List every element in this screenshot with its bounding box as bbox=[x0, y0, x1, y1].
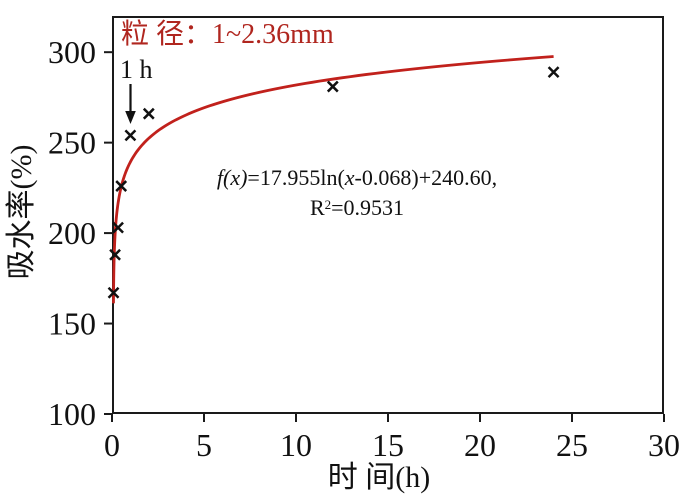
y-tick-label: 200 bbox=[48, 215, 96, 251]
data-point-marker bbox=[109, 248, 121, 261]
x-axis-title: 时 间(h) bbox=[327, 461, 431, 494]
y-tick-label: 100 bbox=[48, 396, 96, 432]
particle-size-annotation: 粒 径：1~2.36mm bbox=[121, 21, 334, 49]
x-tick-label: 30 bbox=[648, 427, 680, 463]
data-point-marker bbox=[124, 129, 137, 142]
equation-r2-value: =0.9531 bbox=[331, 195, 405, 220]
y-tick-label: 150 bbox=[48, 306, 96, 342]
y-tick-label: 300 bbox=[48, 34, 96, 70]
equation-r: R bbox=[309, 195, 325, 220]
y-axis-ticks bbox=[104, 51, 112, 415]
plot-frame bbox=[112, 16, 664, 414]
x-tick-label: 0 bbox=[104, 427, 120, 463]
y-axis-title: 吸水率(%) bbox=[5, 144, 38, 280]
fit-equation-line1: f(x)=17.955ln(x-0.068)+240.60, bbox=[217, 163, 497, 193]
x-tick-label: 5 bbox=[196, 427, 212, 463]
equation-fx: f(x) bbox=[216, 165, 248, 190]
equation-r-sup: 2 bbox=[324, 197, 332, 212]
equation-part1: =17.955ln( bbox=[247, 165, 345, 190]
data-point-marker bbox=[112, 221, 124, 234]
y-axis-tick-labels: 100 150 200 250 300 bbox=[48, 34, 96, 432]
x-tick-label: 25 bbox=[556, 427, 588, 463]
arrow-annotation bbox=[125, 84, 136, 124]
equation-xvar: x bbox=[344, 165, 355, 190]
particle-size-value: 1~2.36mm bbox=[212, 19, 334, 50]
x-tick-label: 15 bbox=[372, 427, 404, 463]
data-point-markers bbox=[107, 66, 560, 299]
equation-part2: -0.068)+240.60, bbox=[354, 165, 498, 190]
arrow-head-icon bbox=[125, 111, 136, 124]
fit-curve bbox=[112, 55, 554, 304]
data-point-marker bbox=[142, 107, 155, 120]
data-point-marker bbox=[547, 66, 560, 78]
fit-equation: f(x)=17.955ln(x-0.068)+240.60, R2=0.9531 bbox=[217, 163, 497, 223]
x-tick-label: 20 bbox=[464, 427, 496, 463]
x-tick-label: 10 bbox=[280, 427, 312, 463]
data-point-marker bbox=[107, 286, 120, 299]
data-point-marker bbox=[326, 80, 339, 93]
one-hour-label: 1 h bbox=[120, 55, 153, 84]
fit-equation-line2: R2=0.9531 bbox=[217, 193, 497, 223]
y-tick-label: 250 bbox=[48, 125, 96, 161]
x-axis-ticks bbox=[111, 414, 665, 422]
particle-size-label: 粒 径： bbox=[121, 19, 213, 50]
x-axis-tick-labels: 0 5 10 15 20 25 30 bbox=[104, 427, 680, 463]
data-point-marker bbox=[115, 180, 128, 192]
